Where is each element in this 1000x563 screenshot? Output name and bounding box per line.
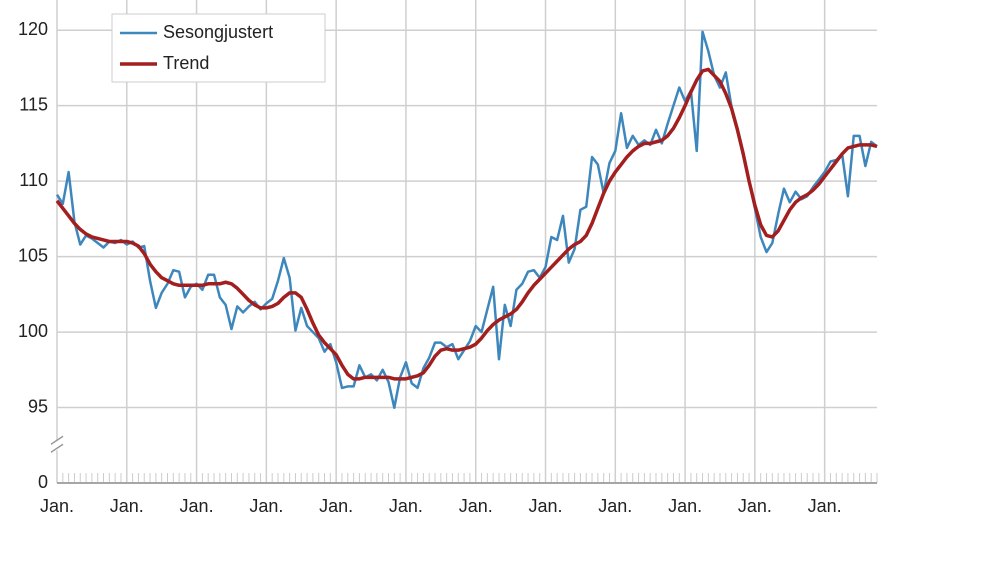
y-tick-label: 100 xyxy=(18,321,48,341)
x-tick-label: Jan. xyxy=(389,496,423,516)
y-tick-label: 95 xyxy=(28,396,48,416)
x-tick-label: Jan. xyxy=(668,496,702,516)
x-tick-label: Jan. xyxy=(180,496,214,516)
legend-label: Trend xyxy=(163,53,209,73)
legend-label: Sesongjustert xyxy=(163,22,273,42)
legend-box xyxy=(111,13,326,83)
axis-break xyxy=(50,435,64,445)
y-tick-label: 115 xyxy=(19,94,48,114)
y-tick-label: 0 xyxy=(38,472,48,492)
x-tick-label: Jan. xyxy=(459,496,493,516)
x-tick-label: Jan. xyxy=(249,496,283,516)
x-tick-label: Jan. xyxy=(738,496,772,516)
x-tick-label: Jan. xyxy=(808,496,842,516)
axis-break-gap xyxy=(51,440,63,451)
series-line xyxy=(55,67,878,381)
x-tick-label: Jan. xyxy=(598,496,632,516)
y-tick-label: 105 xyxy=(18,245,48,265)
x-tick-label: Jan. xyxy=(110,496,144,516)
y-tick-label: 110 xyxy=(19,170,48,190)
y-tick-label: 120 xyxy=(18,19,48,39)
x-tick-label: Jan. xyxy=(40,496,74,516)
x-tick-label: Jan. xyxy=(319,496,353,516)
x-tick-label: Jan. xyxy=(528,496,562,516)
series-line xyxy=(55,30,878,410)
axis-break xyxy=(50,443,64,453)
